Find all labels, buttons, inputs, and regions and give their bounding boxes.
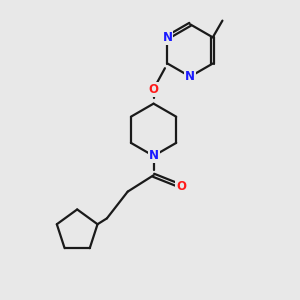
Text: O: O <box>176 180 186 193</box>
Text: N: N <box>185 70 195 83</box>
Text: N: N <box>148 149 159 162</box>
Text: N: N <box>163 31 172 44</box>
Text: O: O <box>148 82 159 96</box>
